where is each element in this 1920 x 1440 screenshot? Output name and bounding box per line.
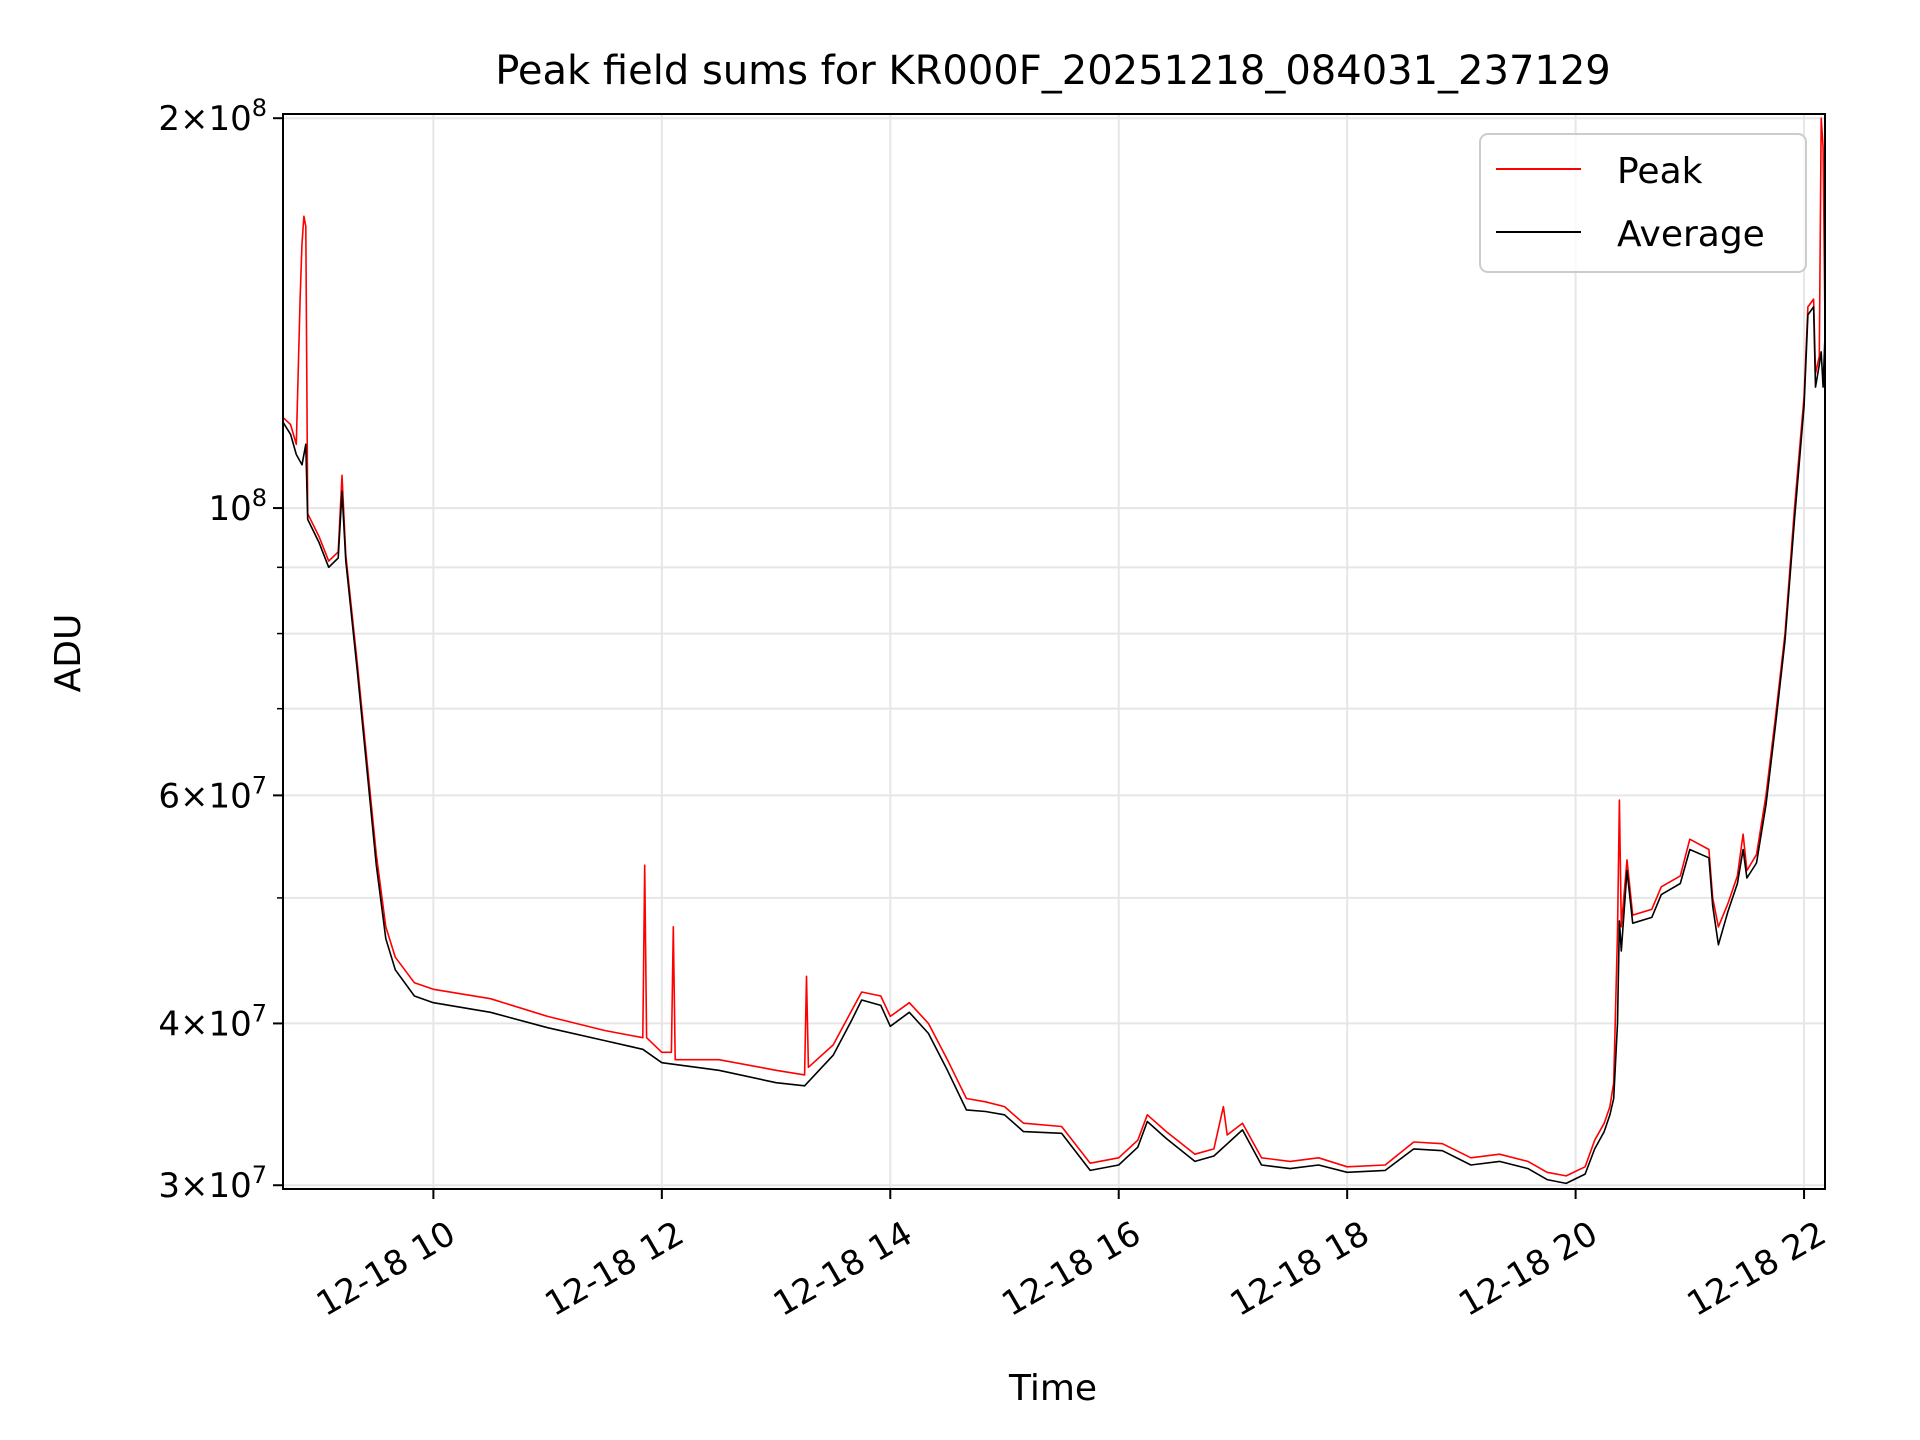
legend: Peak Average bbox=[1479, 133, 1807, 273]
y-tick-label: 6×107 bbox=[158, 771, 267, 816]
x-axis-label: Time bbox=[1008, 1368, 1097, 1409]
series-line-peak bbox=[283, 117, 1825, 1177]
y-axis-label: ADU bbox=[48, 614, 89, 693]
y-tick-label: 108 bbox=[208, 484, 267, 529]
legend-label-average: Average bbox=[1617, 214, 1765, 255]
y-tick-label: 3×107 bbox=[158, 1161, 267, 1206]
chart-title: Peak field sums for KR000F_20251218_0840… bbox=[495, 48, 1611, 94]
grid bbox=[283, 114, 1825, 1189]
plot-series bbox=[283, 117, 1825, 1185]
legend-label-peak: Peak bbox=[1617, 151, 1703, 192]
y-axis-ticks: 3×107 4×107 6×107 108 2×108 bbox=[158, 94, 283, 1206]
plot-area-frame bbox=[282, 113, 1826, 1190]
y-tick-label: 2×108 bbox=[158, 94, 267, 139]
y-tick-label: 4×107 bbox=[158, 999, 267, 1044]
series-line-average bbox=[283, 306, 1825, 1185]
